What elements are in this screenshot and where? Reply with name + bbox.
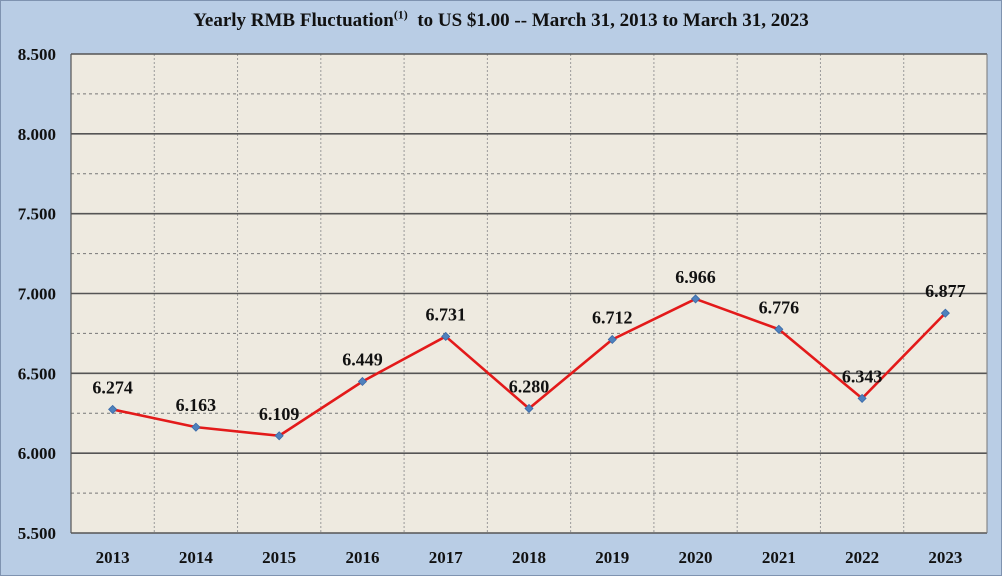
- data-point-marker: [108, 404, 118, 414]
- x-tick-label: 2013: [96, 548, 130, 567]
- data-labels: 6.274 6.163 6.109 6.449 6.731 6.280 6.712 6.966…: [92, 267, 965, 424]
- y-tick-label: 6.000: [18, 444, 56, 463]
- chart-title-footnote-marker: (1): [393, 7, 408, 22]
- x-tick-label: 2020: [679, 548, 713, 567]
- data-point-marker: [357, 376, 368, 387]
- y-tick-label: 7.500: [18, 205, 56, 224]
- y-axis-tick-labels: 8.500 8.000 7.500 7.000 6.500 6.000 5.500: [18, 45, 56, 543]
- data-point-marker: [524, 403, 534, 414]
- data-point-marker: [441, 331, 451, 342]
- data-point-marker: [191, 422, 201, 432]
- data-label: 6.343: [842, 366, 883, 386]
- chart-title-main: Yearly RMB Fluctuation: [193, 10, 394, 31]
- data-label: 6.731: [425, 304, 466, 324]
- x-tick-label: 2016: [345, 548, 379, 567]
- data-point-marker: [607, 334, 617, 345]
- minor-gridlines: [71, 93, 987, 494]
- x-tick-label: 2019: [595, 548, 629, 567]
- data-label: 6.274: [92, 377, 133, 397]
- major-gridlines: [70, 53, 988, 534]
- y-tick-label: 8.500: [18, 45, 56, 64]
- data-label: 6.109: [259, 404, 300, 424]
- x-tick-label: 2018: [512, 548, 546, 567]
- x-tick-label: 2015: [262, 548, 296, 567]
- data-label: 6.712: [592, 307, 633, 327]
- data-label: 6.449: [342, 349, 383, 369]
- data-label: 6.163: [176, 395, 217, 415]
- x-tick-label: 2022: [845, 548, 879, 567]
- chart-title-suffix: to US $1.00 -- March 31, 2013 to March 3…: [417, 10, 809, 31]
- x-tick-label: 2017: [429, 548, 464, 567]
- data-label: 6.877: [925, 281, 966, 301]
- data-point-marker: [690, 294, 701, 304]
- y-tick-label: 5.500: [18, 524, 56, 543]
- data-markers: [108, 294, 950, 441]
- data-label: 6.966: [675, 267, 716, 287]
- data-point-marker: [940, 308, 950, 318]
- y-tick-label: 8.000: [18, 125, 56, 144]
- data-label: 6.776: [759, 297, 800, 317]
- x-axis-tick-labels: 2013 2014 2015 2016 2017 2018 2019 2020 2021 2022…: [96, 548, 963, 567]
- y-tick-label: 7.000: [18, 285, 56, 304]
- y-tick-label: 6.500: [18, 364, 56, 383]
- data-point-marker: [274, 431, 284, 441]
- chart-title: Yearly RMB Fluctuation(1) to US $1.00 --…: [0, 7, 1002, 32]
- data-point-marker: [774, 324, 784, 334]
- x-tick-label: 2021: [762, 548, 796, 567]
- data-point-marker: [857, 393, 867, 403]
- x-tick-label: 2023: [928, 548, 962, 567]
- x-tick-label: 2014: [179, 548, 214, 567]
- data-label: 6.280: [509, 376, 550, 396]
